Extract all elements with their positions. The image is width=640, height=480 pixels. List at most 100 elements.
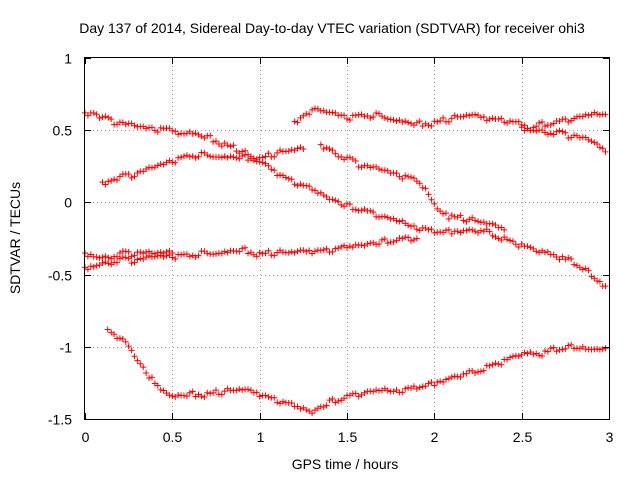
data-point (332, 150, 339, 157)
data-point (495, 235, 502, 242)
x-axis-label: GPS time / hours (292, 456, 399, 472)
data-point (367, 207, 374, 214)
data-point (594, 110, 601, 117)
data-point (536, 352, 543, 359)
data-point (239, 245, 246, 252)
data-point (416, 118, 423, 125)
data-point (413, 226, 420, 233)
data-point (463, 370, 470, 377)
data-point (102, 253, 109, 260)
data-point (405, 222, 412, 229)
data-point (393, 217, 400, 224)
data-point (442, 227, 449, 234)
data-point (381, 114, 388, 121)
data-point (192, 154, 199, 161)
data-point (96, 115, 103, 122)
data-point (361, 389, 368, 396)
data-point (291, 118, 298, 125)
data-point (489, 115, 496, 122)
data-point (507, 118, 514, 125)
data-point (320, 145, 327, 152)
data-point (224, 142, 231, 149)
data-point (588, 138, 595, 145)
data-point (408, 237, 415, 244)
data-point (492, 221, 499, 228)
data-point (128, 260, 135, 267)
data-point (143, 370, 150, 377)
data-point (186, 253, 193, 260)
data-point (378, 236, 385, 243)
data-point (358, 207, 365, 214)
data-point (119, 335, 126, 342)
data-point (536, 249, 543, 256)
data-point (539, 352, 546, 359)
plot-frame (84, 57, 610, 420)
data-point (384, 214, 391, 221)
data-point (457, 212, 464, 219)
data-point (306, 111, 313, 118)
data-point (579, 266, 586, 273)
data-point (431, 200, 438, 207)
data-point (262, 392, 269, 399)
data-point (134, 169, 141, 176)
data-point (300, 145, 307, 152)
data-point (224, 154, 231, 161)
data-point (282, 174, 289, 181)
data-point (207, 153, 214, 160)
data-point (486, 228, 493, 235)
data-point (530, 351, 537, 358)
data-point (329, 147, 336, 154)
data-point (402, 385, 409, 392)
data-point (352, 112, 359, 119)
data-point (559, 346, 566, 353)
data-point (253, 158, 260, 165)
data-point (277, 172, 284, 179)
data-point (425, 122, 432, 129)
data-point (434, 379, 441, 386)
data-point (515, 353, 522, 360)
data-point (148, 250, 155, 257)
data-point (399, 119, 406, 126)
data-point (541, 123, 548, 130)
data-point (341, 395, 348, 402)
axis-ticks (85, 58, 610, 420)
data-point (442, 376, 449, 383)
data-point (189, 252, 196, 259)
y-tick-label: -1 (60, 340, 73, 356)
data-point (131, 173, 138, 180)
data-point (204, 250, 211, 257)
data-point (256, 393, 263, 400)
grid-lines (85, 58, 609, 419)
data-point (376, 241, 383, 248)
data-point (381, 236, 388, 243)
data-point (90, 109, 97, 116)
data-point (355, 393, 362, 400)
data-point (419, 184, 426, 191)
data-point (472, 217, 479, 224)
data-point (463, 112, 470, 119)
y-tick-labels: -1.5 -1 -0.5 0 0.5 1 (48, 51, 72, 428)
data-point (306, 183, 313, 190)
data-point (381, 213, 388, 220)
data-point (189, 130, 196, 137)
data-point (204, 389, 211, 396)
data-point (390, 388, 397, 395)
data-point (425, 191, 432, 198)
data-point (230, 142, 237, 149)
data-point (524, 350, 531, 357)
data-point (346, 243, 353, 250)
x-tick-labels: 0 0.5 1 1.5 2 2.5 3 (82, 429, 614, 445)
data-point (213, 138, 219, 145)
data-point (410, 383, 417, 390)
data-point (114, 253, 121, 260)
data-point (306, 247, 313, 254)
data-point (265, 247, 272, 254)
data-point (596, 144, 603, 151)
data-point (425, 380, 432, 387)
data-point (469, 214, 476, 221)
data-point (507, 237, 514, 244)
data-point (128, 347, 135, 354)
data-point (527, 244, 534, 251)
data-point (364, 240, 371, 247)
data-point (585, 112, 592, 119)
